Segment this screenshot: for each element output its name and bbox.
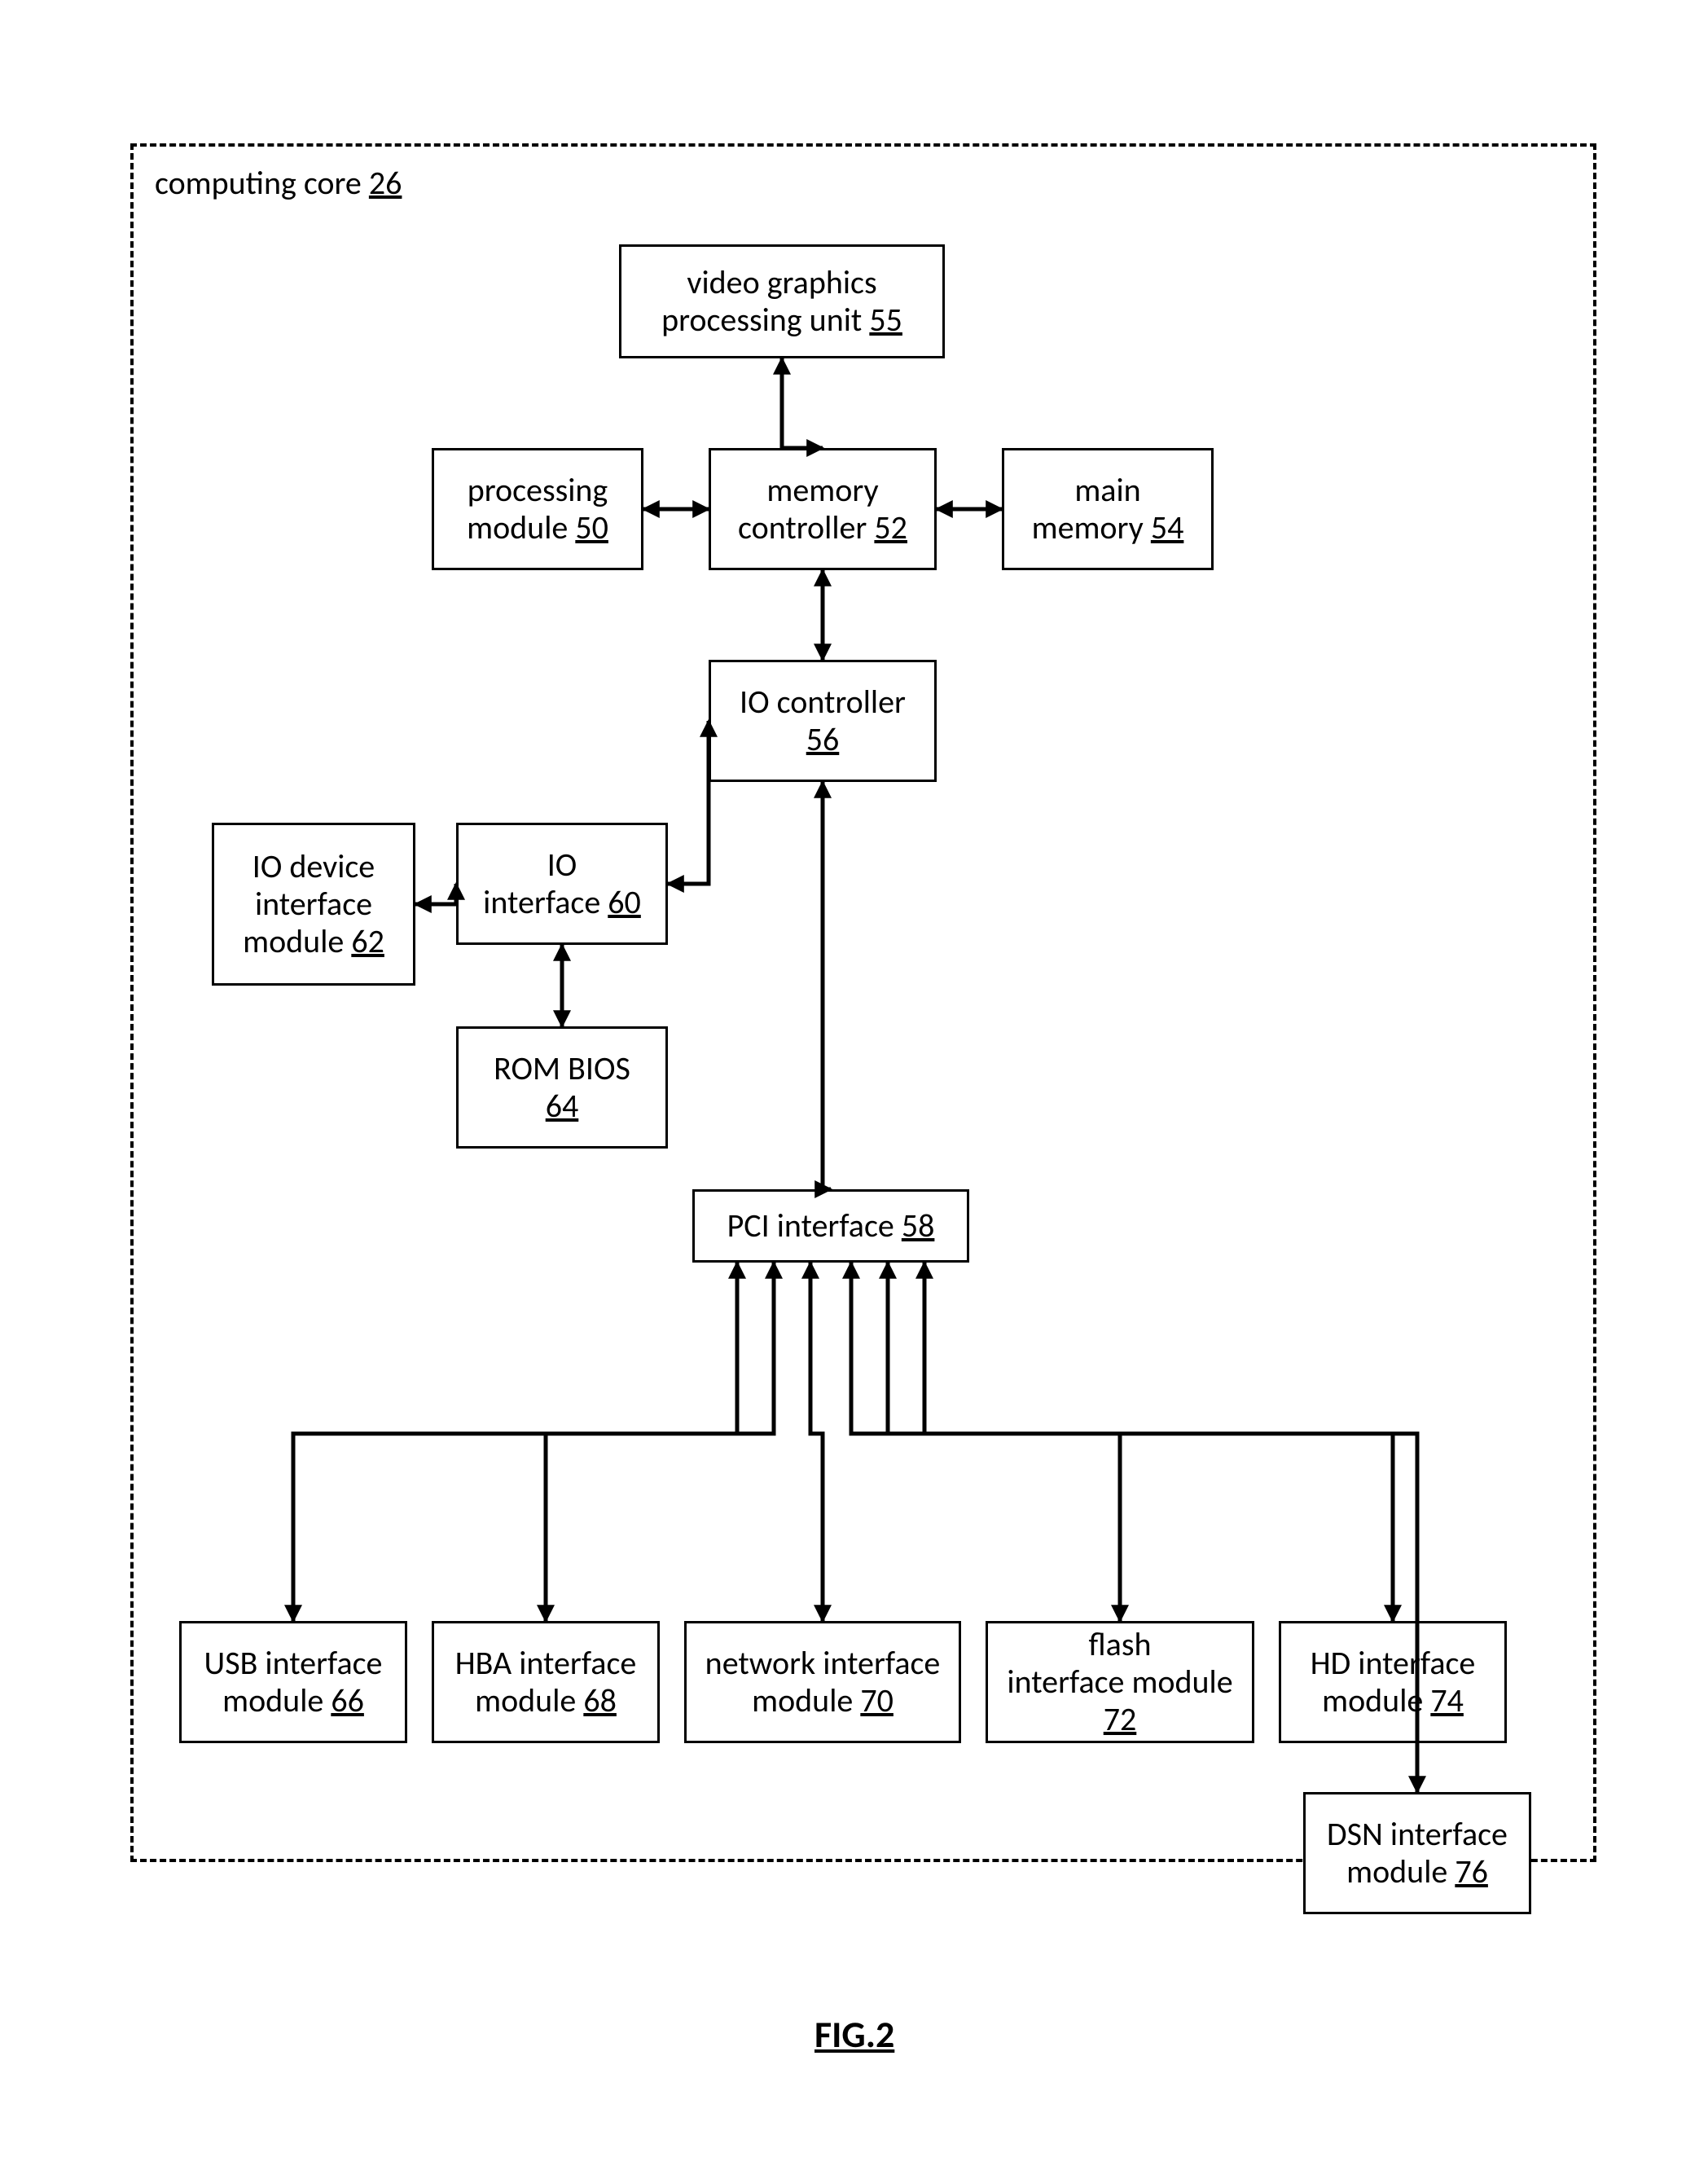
page: computing core 26 video graphics process…: [0, 0, 1708, 2170]
connectors-svg: [0, 0, 1708, 2170]
